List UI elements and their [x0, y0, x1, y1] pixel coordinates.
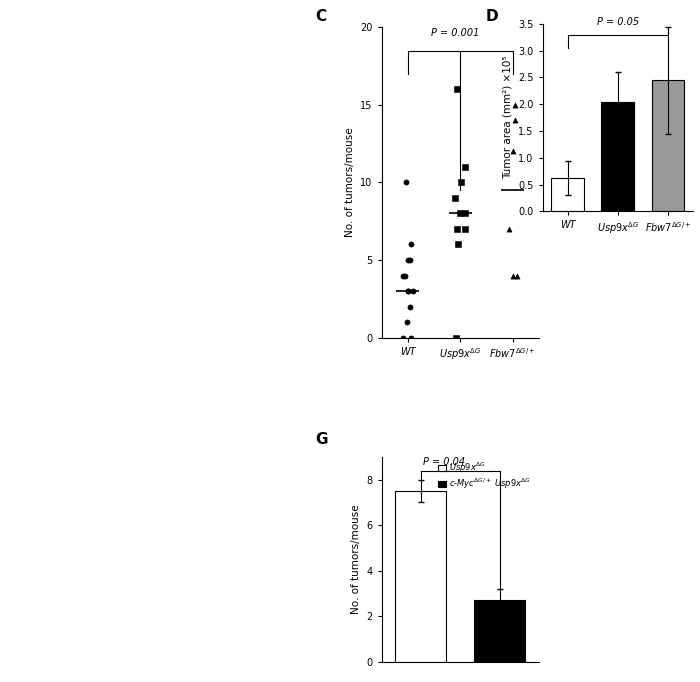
Text: P = 0.04: P = 0.04 — [424, 457, 466, 467]
Point — [398, 332, 409, 343]
Point — [398, 270, 409, 281]
Point — [459, 208, 470, 219]
Bar — [652, 80, 684, 211]
Point — [512, 270, 523, 281]
Point — [402, 286, 414, 297]
Point — [449, 192, 461, 203]
Text: P = 0.05: P = 0.05 — [596, 16, 639, 27]
Text: C: C — [315, 9, 326, 24]
Point — [452, 84, 463, 95]
Point — [402, 286, 414, 297]
Point — [405, 332, 416, 343]
Point — [456, 177, 467, 188]
Point — [459, 224, 470, 235]
Point — [509, 100, 520, 110]
Bar — [474, 600, 525, 662]
Point — [405, 239, 416, 250]
Text: P = 0.001: P = 0.001 — [430, 28, 480, 38]
Point — [401, 177, 412, 188]
Legend: $Usp9x^{\Delta G}$, $c$-$Myc^{\Delta G/+}$ $Usp9x^{\Delta G}$: $Usp9x^{\Delta G}$, $c$-$Myc^{\Delta G/+… — [435, 457, 535, 494]
Point — [459, 162, 470, 173]
Point — [400, 270, 411, 281]
Bar — [552, 178, 584, 211]
Text: G: G — [315, 432, 328, 447]
Point — [454, 208, 466, 219]
Point — [510, 115, 521, 125]
Y-axis label: No. of tumors/mouse: No. of tumors/mouse — [351, 505, 360, 614]
Point — [508, 146, 519, 157]
Point — [452, 224, 463, 235]
Point — [402, 254, 413, 265]
Point — [404, 254, 415, 265]
Point — [405, 301, 416, 312]
Point — [508, 270, 519, 281]
Point — [402, 316, 413, 327]
Point — [450, 332, 461, 343]
Y-axis label: No. of tumors/mouse: No. of tumors/mouse — [344, 128, 354, 237]
Point — [503, 224, 514, 235]
Point — [452, 239, 463, 250]
Y-axis label: Tumor area (mm²) ×10⁵: Tumor area (mm²) ×10⁵ — [503, 56, 512, 179]
Text: D: D — [485, 9, 498, 24]
Point — [407, 286, 419, 297]
Bar — [601, 102, 634, 211]
Bar — [395, 491, 447, 662]
